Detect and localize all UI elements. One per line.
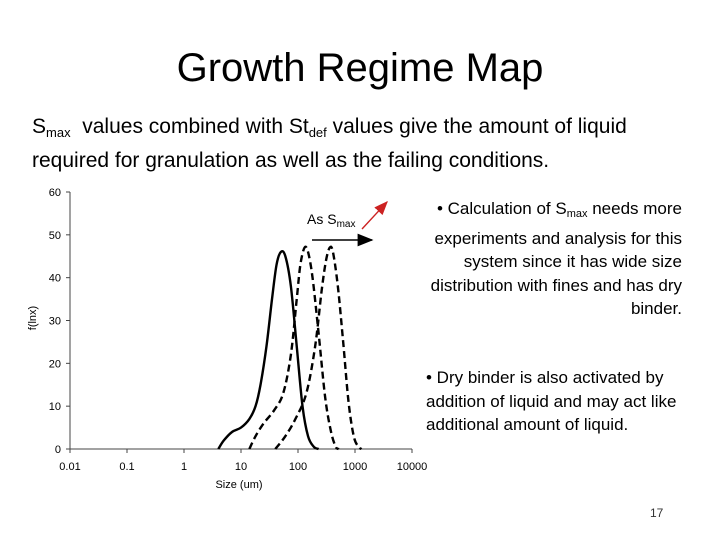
y-tick-label: 30	[49, 316, 61, 328]
bullet-dry-binder: • Dry binder is also activated by additi…	[426, 368, 677, 434]
intro-sub-def: def	[308, 125, 327, 140]
x-tick-label: 0.1	[119, 461, 134, 473]
intro-sub-max: max	[46, 125, 71, 140]
annotation-label: As Smax	[307, 211, 355, 230]
y-axis-label: f(lnx)	[27, 306, 39, 330]
chart-axes	[69, 192, 412, 450]
intro-text: Smax values combined with Stdef values g…	[32, 113, 692, 175]
bullet1-part-b: needs more experiments and analysis for …	[430, 199, 682, 318]
intro-part-c: values give the amount of liquid require…	[32, 115, 627, 172]
x-tick-label: 10000	[397, 461, 428, 473]
chart-series	[217, 245, 363, 451]
series-line-2	[248, 245, 340, 451]
page-number: 17	[650, 506, 664, 520]
chart-ticks: 0.01 0.1 1 10 100 1000 10000 0 10 20 30 40 50 60	[49, 187, 428, 473]
y-tick-label: 0	[55, 444, 61, 456]
x-tick-label: 1000	[343, 461, 367, 473]
x-tick-label: 100	[289, 461, 307, 473]
slide-title: Growth Regime Map	[176, 46, 544, 90]
x-tick-label: 10	[235, 461, 247, 473]
intro-part-a: S	[32, 115, 47, 138]
x-tick-label: 0.01	[59, 461, 80, 473]
y-tick-label: 60	[49, 187, 61, 199]
y-tick-label: 40	[49, 273, 61, 285]
chart-annotation: As Smax	[307, 200, 388, 247]
x-axis-label: Size (um)	[215, 479, 262, 491]
y-tick-label: 20	[49, 358, 61, 370]
bullet-smax-calculation: • Calculation of Smax needs more experim…	[420, 197, 682, 321]
series-line-1	[217, 249, 320, 451]
bullet1-part-a: • Calculation of S	[436, 199, 567, 218]
y-tick-label: 50	[49, 230, 61, 242]
bullet1-sub-max: max	[566, 208, 588, 220]
y-tick-label: 10	[49, 401, 61, 413]
pointer-arrow-red	[361, 200, 388, 230]
series-line-3	[274, 245, 363, 451]
intro-part-b: values combined with St	[70, 115, 309, 138]
x-tick-label: 1	[181, 461, 187, 473]
